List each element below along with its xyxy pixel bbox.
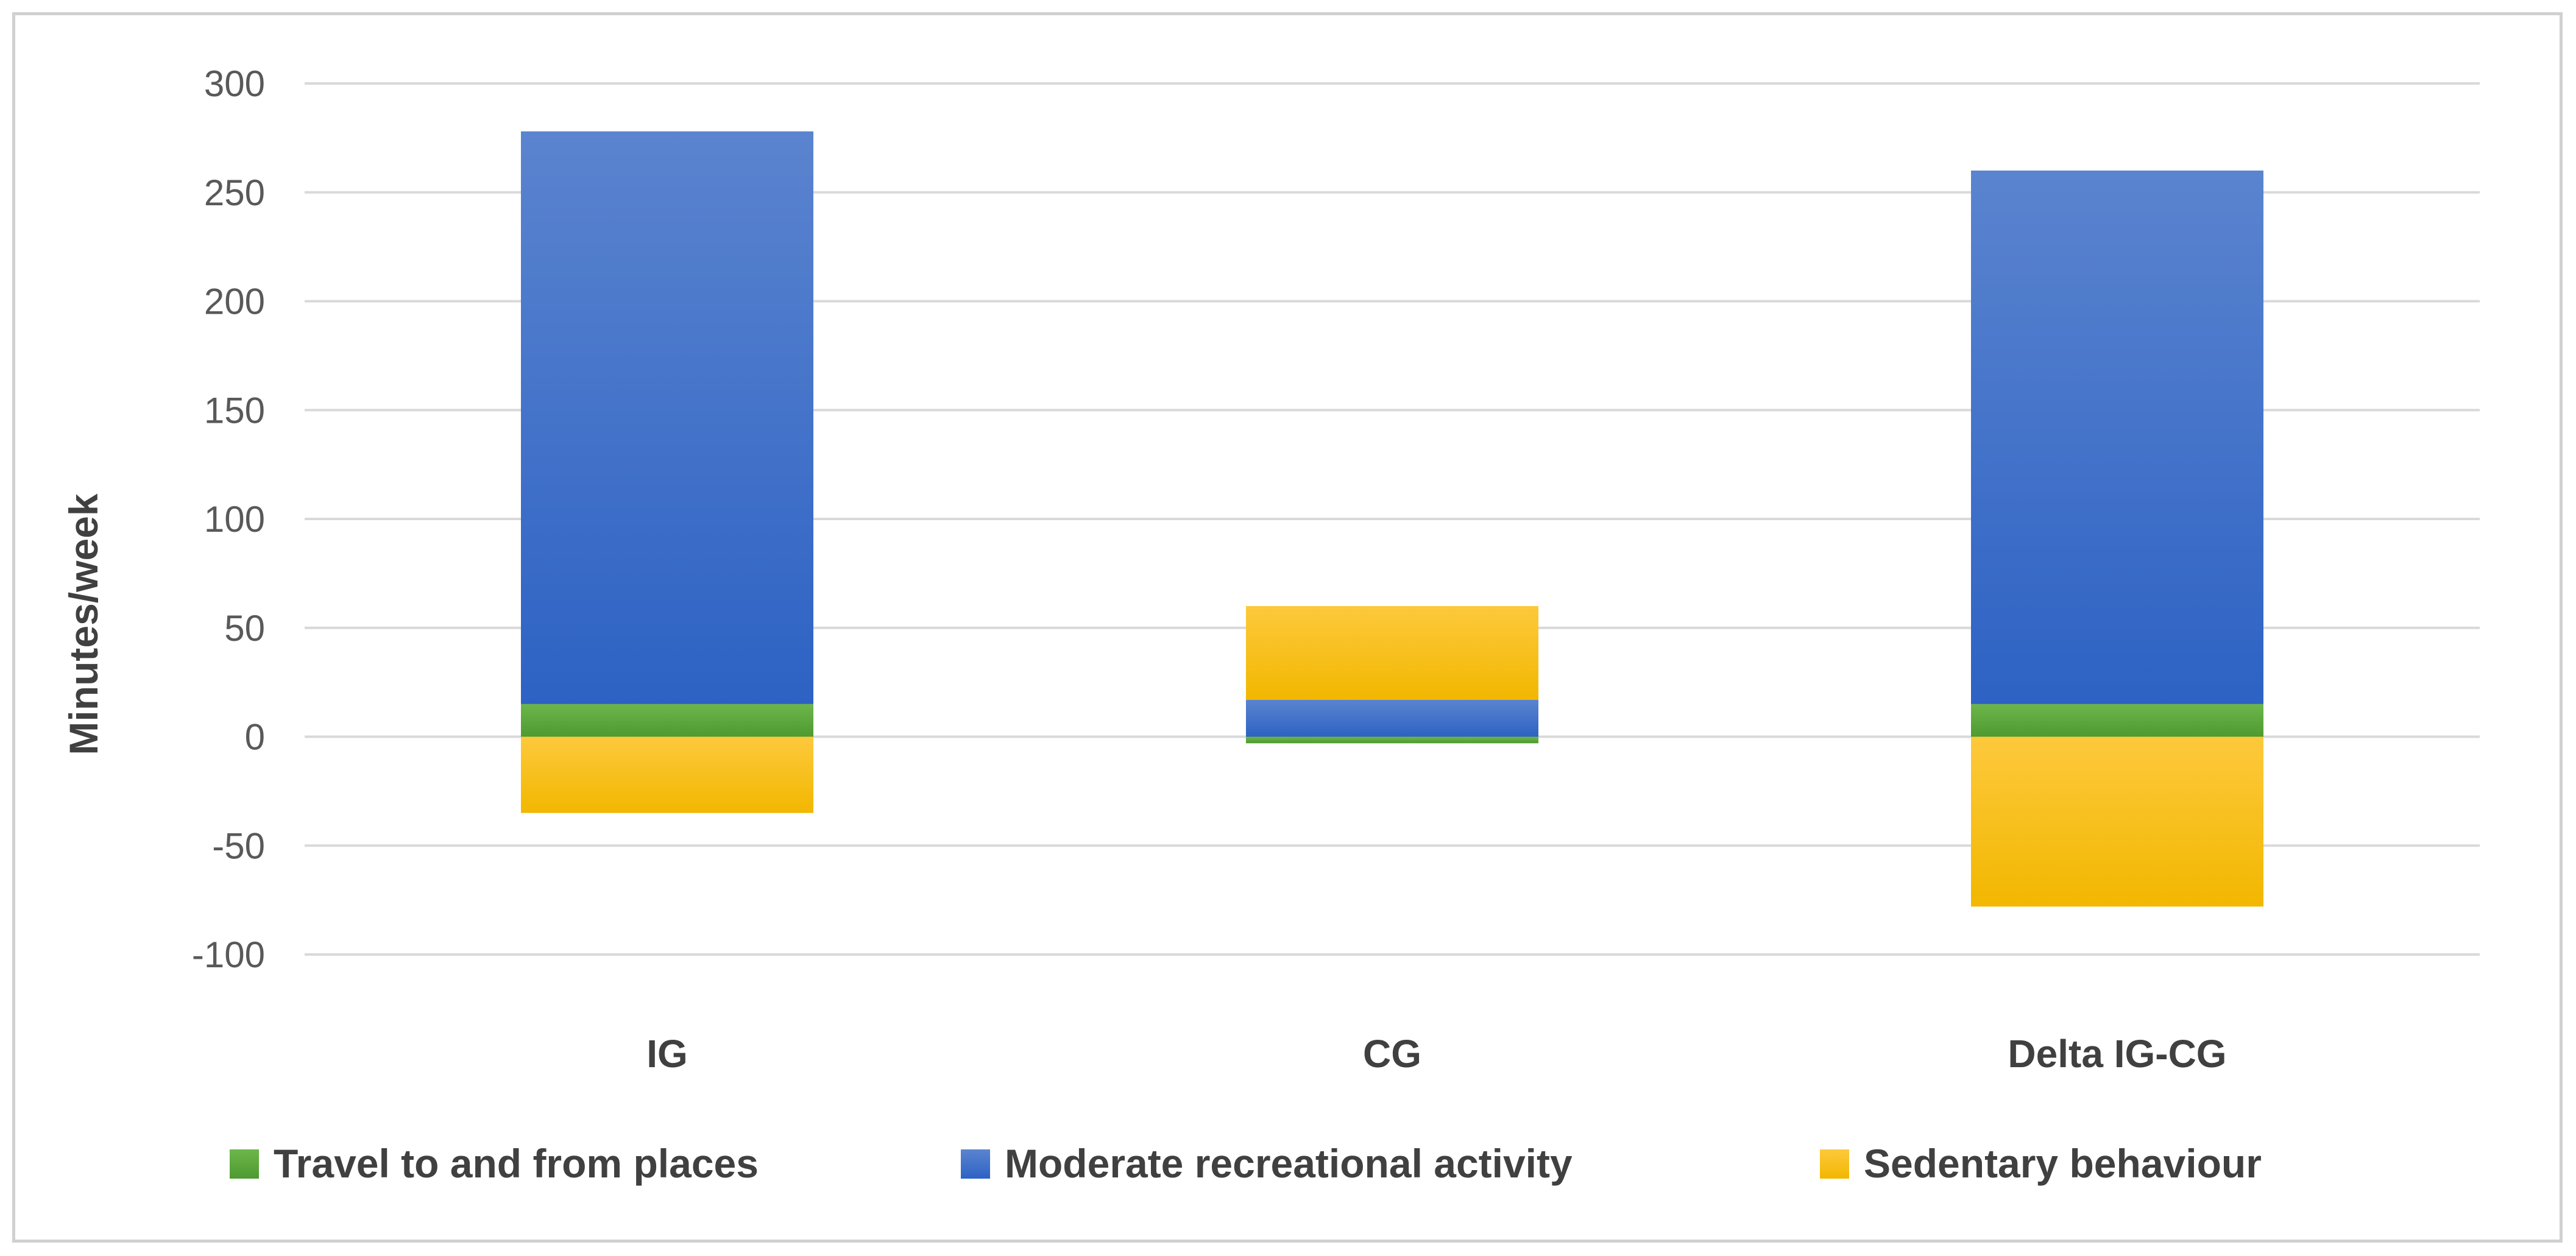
- y-tick-label: 50: [224, 608, 265, 649]
- y-axis-title: Minutes/week: [61, 493, 106, 755]
- legend-swatch: [1820, 1149, 1849, 1179]
- y-tick-label: -50: [212, 825, 265, 866]
- bar-segment: [521, 736, 813, 813]
- y-tick-label: -100: [192, 934, 265, 975]
- y-tick-label: 250: [204, 172, 265, 213]
- y-tick-label: 100: [204, 499, 265, 540]
- bar-segment: [521, 704, 813, 737]
- legend-swatch: [230, 1149, 259, 1179]
- legend-label: Sedentary behaviour: [1864, 1141, 2262, 1186]
- y-tick-label: 150: [204, 390, 265, 431]
- legend-swatch: [961, 1149, 990, 1179]
- legend: Travel to and from places Moderate recrea…: [230, 1141, 2262, 1186]
- y-tick-label: 0: [245, 717, 265, 758]
- stacked-bar-chart: 300 250 200 150 100 50 0 -50 -100 IG CG Delta IG-C…: [61, 63, 2480, 1186]
- x-axis-categories: IG CG Delta IG-CG: [646, 1032, 2226, 1076]
- x-category-label: IG: [646, 1032, 688, 1076]
- bar-segment: [1246, 606, 1538, 700]
- x-category-label: CG: [1363, 1032, 1421, 1076]
- bar-segment: [521, 131, 813, 704]
- legend-label: Moderate recreational activity: [1005, 1141, 1573, 1186]
- y-tick-label: 200: [204, 281, 265, 322]
- bar-segment: [1246, 736, 1538, 744]
- chart-frame: 300 250 200 150 100 50 0 -50 -100 IG CG Delta IG-C…: [12, 12, 2563, 1243]
- y-axis-ticks: 300 250 200 150 100 50 0 -50 -100: [192, 63, 265, 975]
- bars: [521, 131, 2263, 907]
- bar-segment: [1246, 699, 1538, 737]
- bar-segment: [1971, 704, 2263, 737]
- y-tick-label: 300: [204, 63, 265, 104]
- x-category-label: Delta IG-CG: [2008, 1032, 2226, 1076]
- legend-label: Travel to and from places: [274, 1141, 759, 1186]
- bar-segment: [1971, 171, 2263, 704]
- bar-segment: [1971, 736, 2263, 907]
